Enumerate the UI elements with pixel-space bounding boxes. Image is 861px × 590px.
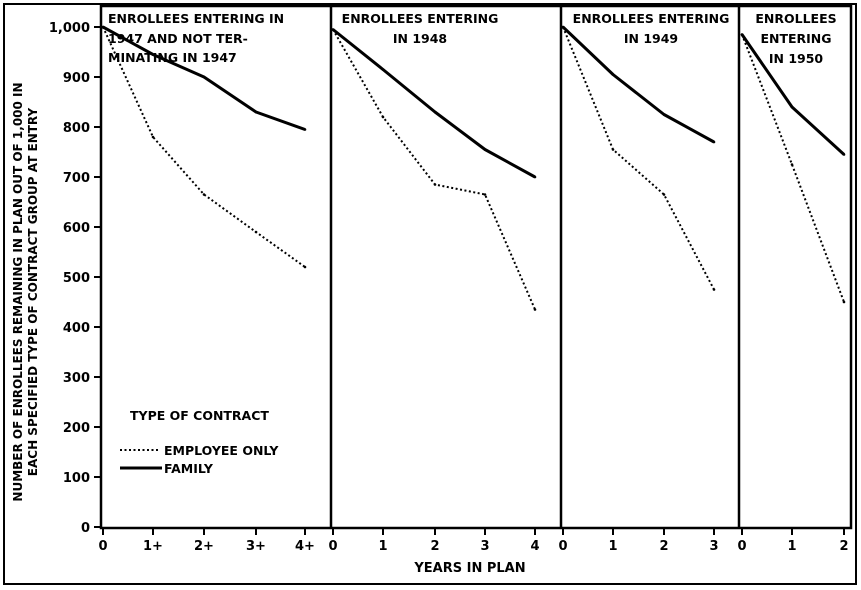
x-tick-label: 1: [787, 539, 796, 554]
legend: TYPE OF CONTRACT EMPLOYEE ONLY FAMILY: [120, 408, 279, 476]
x-tick-label: 0: [98, 539, 107, 554]
data-point-family: [533, 175, 537, 179]
y-tick-label: 600: [63, 221, 90, 236]
data-point-employee-only: [790, 163, 794, 166]
data-point-family: [842, 153, 846, 156]
panel-title-line: ENROLLEES: [755, 11, 836, 26]
series-line-employee-only: [741, 34, 845, 303]
data-point-family: [331, 28, 335, 31]
x-axis-title: YEARS IN PLAN: [413, 561, 525, 576]
data-point-family: [712, 140, 716, 144]
legend-label-family: FAMILY: [164, 461, 214, 476]
panel-4: ENROLLEES ENTERING IN 1950 0 1 2: [737, 11, 848, 554]
data-point-employee-only: [303, 265, 307, 269]
data-point-family: [740, 33, 744, 36]
panel-title-line: MINATING IN 1947: [108, 50, 237, 65]
x-tick-label: 2: [839, 539, 848, 554]
data-point-family: [483, 148, 487, 151]
x-tick-label: 0: [737, 539, 746, 554]
series-line-employee-only: [562, 26, 715, 290]
panel-1: ENROLLEES ENTERING IN 1947 AND NOT TER- MI…: [98, 6, 333, 554]
panel-title-line: 1947 AND NOT TER-: [108, 31, 248, 46]
data-point-family: [790, 105, 794, 109]
x-tick-label: 1: [378, 539, 387, 554]
panel-title-line: IN 1950: [769, 51, 824, 66]
legend-title: TYPE OF CONTRACT: [130, 408, 269, 423]
data-point-family: [151, 53, 155, 56]
x-tick-label: 3+: [246, 539, 266, 554]
y-tick-label: 0: [81, 521, 90, 536]
x-tick-label: 2+: [194, 539, 214, 554]
data-point-family: [303, 128, 307, 131]
data-point-family: [433, 110, 437, 114]
y-tick-label: 400: [63, 321, 90, 336]
panel-title-line: IN 1948: [393, 31, 447, 46]
data-point-employee-only: [254, 230, 258, 234]
y-axis-title-line-2: EACH SPECIFIED TYPE OF CONTRACT GROUP AT…: [26, 107, 40, 476]
panels: ENROLLEES ENTERING IN 1947 AND NOT TER- MI…: [98, 6, 849, 554]
data-point-family: [202, 75, 206, 79]
data-point-family: [662, 113, 666, 116]
data-point-employee-only: [533, 308, 537, 311]
data-point-family: [611, 73, 615, 76]
y-tick-label: 500: [63, 271, 90, 286]
y-tick-label: 200: [63, 421, 90, 436]
data-point-family: [561, 25, 565, 29]
y-axis-title-line-1: NUMBER OF ENROLLEES REMAINING IN PLAN OU…: [11, 82, 25, 501]
data-point-family: [381, 68, 385, 71]
panel-title-line: IN 1949: [624, 31, 678, 46]
plot-frame: [99, 4, 853, 530]
panel-title-line: ENROLLEES ENTERING: [342, 11, 499, 26]
panel-title-line: ENROLLEES ENTERING: [573, 11, 730, 26]
y-axis: 0 100 200 300 400 500 600 700 800 900 1,000: [49, 21, 101, 536]
x-tick-label: 3: [480, 539, 489, 554]
panel-title-line: ENTERING: [760, 31, 831, 46]
outer-frame: [3, 3, 857, 585]
y-tick-label: 800: [63, 121, 90, 136]
series-line-family: [561, 25, 715, 144]
data-point-family: [101, 25, 105, 29]
x-tick-label: 0: [558, 539, 567, 554]
data-point-employee-only: [483, 193, 487, 196]
x-tick-label: 3: [709, 539, 718, 554]
x-tick-label: 2: [430, 539, 439, 554]
data-point-employee-only: [712, 288, 716, 291]
y-tick-label: 900: [63, 71, 90, 86]
x-tick-label: 1: [608, 539, 617, 554]
x-tick-label: 0: [328, 539, 337, 554]
x-tick-label: 4: [530, 539, 539, 554]
y-tick-label: 300: [63, 371, 90, 386]
data-point-family: [254, 110, 258, 114]
legend-label-employee-only: EMPLOYEE ONLY: [164, 443, 279, 458]
data-point-employee-only: [433, 183, 437, 186]
x-tick-label: 2: [659, 539, 668, 554]
panel-title-line: ENROLLEES ENTERING IN: [108, 11, 284, 26]
series-line-family: [332, 28, 536, 179]
y-tick-label: 700: [63, 171, 90, 186]
data-point-employee-only: [842, 300, 846, 304]
panel-3: ENROLLEES ENTERING IN 1949 0 1 2 3: [558, 6, 741, 554]
data-point-employee-only: [381, 115, 385, 119]
data-point-employee-only: [151, 135, 155, 139]
data-point-employee-only: [202, 193, 206, 196]
data-point-employee-only: [611, 148, 615, 151]
y-tick-label: 100: [63, 471, 90, 486]
x-tick-label: 4+: [295, 539, 315, 554]
x-tick-label: 1+: [143, 539, 163, 554]
panel-2: ENROLLEES ENTERING IN 1948 0 1 2 3 4: [328, 6, 563, 554]
data-point-employee-only: [662, 193, 666, 196]
y-tick-label: 1,000: [49, 21, 90, 36]
series-line-employee-only: [332, 29, 536, 310]
